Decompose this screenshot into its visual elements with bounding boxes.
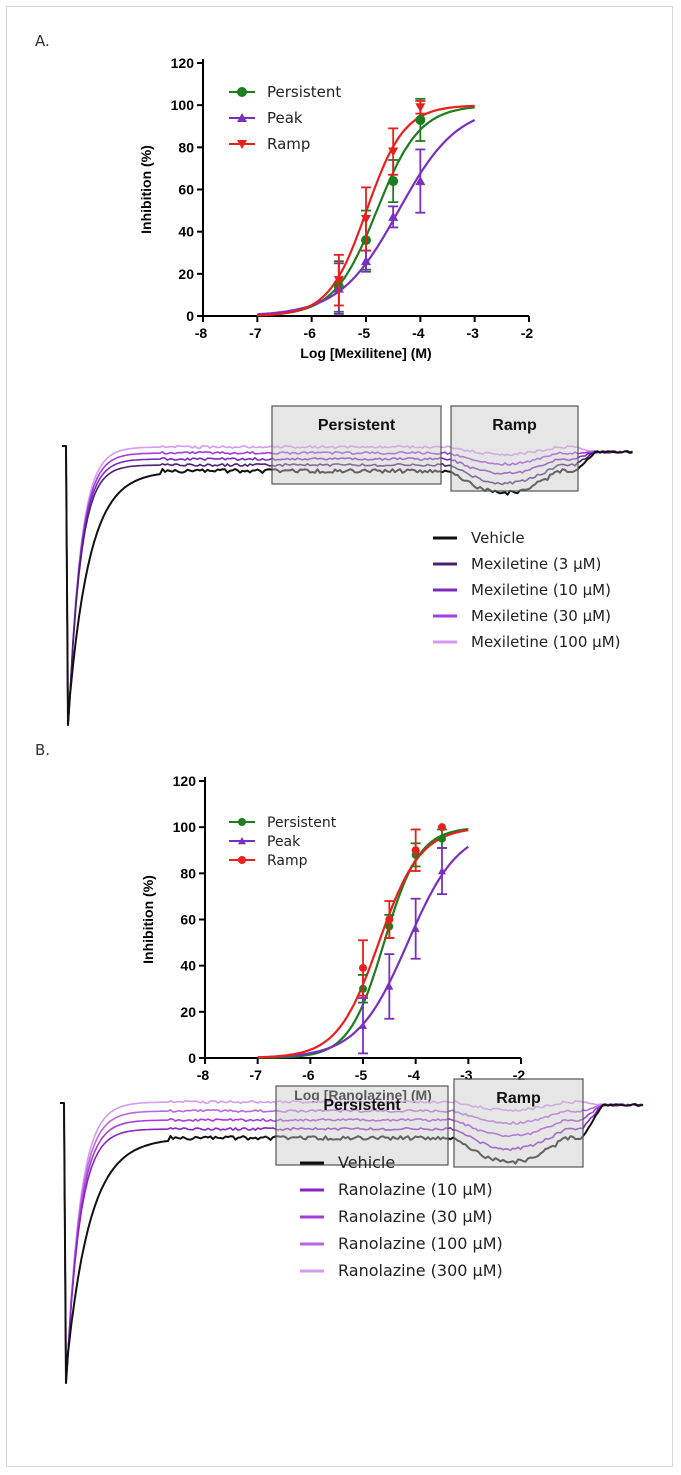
legend-marker [238, 856, 246, 864]
y-axis-label: Inhibition (%) [138, 145, 154, 234]
persistent-window-label: Persistent [323, 1097, 401, 1114]
x-axis-label: Log [Mexilitene] (M) [300, 345, 431, 361]
data-point-ramp [411, 846, 420, 855]
ramp-window-label: Ramp [492, 417, 537, 434]
legend-marker [237, 87, 247, 97]
legend-marker [238, 818, 246, 826]
x-tick-label: -7 [249, 325, 262, 341]
data-point-peak [361, 256, 371, 266]
data-point-persistent [415, 114, 426, 125]
current-trace-3 [60, 1102, 644, 1384]
y-tick-label: 80 [180, 865, 196, 881]
data-point-ramp [415, 103, 426, 113]
current-trace-4 [62, 445, 633, 726]
y-tick-label: 20 [178, 266, 194, 282]
y-tick-label: 0 [188, 1050, 196, 1066]
x-tick-label: -7 [249, 1067, 262, 1083]
panel-label-a: A. [35, 32, 50, 50]
y-tick-label: 80 [178, 139, 194, 155]
figure-frame [6, 6, 673, 1467]
x-axis-label: Log [Ranolazine] (M) [294, 1087, 432, 1103]
current-trace-2 [60, 1102, 644, 1384]
trace-legend-label: Ranolazine (100 µM) [338, 1234, 503, 1253]
data-point-ramp [333, 276, 344, 286]
trace-legend-label: Mexiletine (3 µM) [471, 555, 601, 573]
ramp-window [453, 1078, 584, 1168]
x-tick-label: -2 [521, 325, 534, 341]
data-point-persistent [388, 176, 399, 187]
legend-label-persistent: Persistent [267, 83, 341, 101]
panel-label-b: B. [35, 741, 51, 759]
x-tick-label: -3 [466, 325, 479, 341]
trace-legend-label: Mexiletine (30 µM) [471, 607, 611, 625]
current-trace-1 [62, 445, 633, 726]
data-point-ramp [388, 147, 399, 157]
current-traces-ranolazine: Persistent Ramp Vehicle Ranolazine (10 µM) R… [60, 1078, 644, 1384]
data-point-peak [438, 867, 446, 875]
trace-legend-label: Mexiletine (10 µM) [471, 581, 611, 599]
data-point-persistent [438, 834, 446, 843]
current-trace-0 [62, 445, 633, 726]
y-tick-label: 120 [171, 55, 195, 71]
x-tick-label: -6 [303, 325, 316, 341]
data-point-peak [411, 924, 420, 932]
y-tick-label: 0 [186, 308, 194, 324]
data-point-ramp [438, 823, 446, 832]
y-tick-label: 120 [173, 773, 197, 789]
persistent-window-label: Persistent [318, 417, 396, 434]
x-tick-label: -5 [355, 1067, 368, 1083]
legend-marker [237, 140, 247, 149]
persistent-window [275, 1085, 449, 1166]
x-tick-label: -5 [358, 325, 371, 341]
trace-legend-label: Vehicle [338, 1153, 395, 1172]
trace-legend-label: Ranolazine (300 µM) [338, 1261, 503, 1280]
legend-label-ramp: Ramp [267, 853, 308, 869]
persistent-window [271, 405, 442, 485]
data-point-peak [388, 211, 399, 221]
data-point-ramp [385, 915, 394, 924]
data-point-peak [385, 982, 394, 990]
x-tick-label: -4 [407, 1067, 420, 1083]
legend-label-peak: Peak [267, 109, 303, 127]
x-tick-label: -8 [195, 325, 208, 341]
trace-legend-label: Mexiletine (100 µM) [471, 633, 621, 651]
data-point-peak [415, 176, 426, 186]
y-tick-label: 40 [180, 958, 196, 974]
data-point-ramp [359, 963, 367, 972]
data-point-peak [359, 1021, 367, 1029]
current-trace-0 [60, 1102, 644, 1384]
trace-legend-label: Vehicle [471, 529, 525, 547]
current-trace-2 [62, 445, 633, 726]
legend-label-ramp: Ramp [267, 135, 310, 153]
legend-label-persistent: Persistent [267, 815, 337, 831]
current-traces-mexiletine: Persistent Ramp Vehicle Mexiletine (3 µM) Me… [62, 405, 633, 726]
y-axis-label: Inhibition (%) [140, 875, 156, 964]
ramp-window [450, 405, 579, 492]
current-trace-1 [60, 1102, 644, 1384]
y-tick-label: 100 [173, 819, 197, 835]
trace-legend-label: Ranolazine (10 µM) [338, 1180, 493, 1199]
y-tick-label: 60 [178, 182, 194, 198]
y-tick-label: 40 [178, 224, 194, 240]
trace-legend-label: Ranolazine (30 µM) [338, 1207, 493, 1226]
legend-marker [238, 837, 246, 845]
ramp-window-label: Ramp [496, 1090, 541, 1107]
y-tick-label: 60 [180, 912, 196, 928]
legend-label-peak: Peak [267, 834, 301, 850]
current-trace-3 [62, 445, 633, 726]
dose-response-chart-mexiletine: 0 20 40 60 80 100 120 -8 -7 -6 -5 -4 -3 -2 Log [Mexili… [138, 55, 533, 361]
x-tick-label: -8 [197, 1067, 210, 1083]
y-tick-label: 100 [171, 97, 195, 113]
data-point-ramp [361, 215, 371, 225]
current-trace-4 [60, 1100, 644, 1384]
x-tick-label: -6 [302, 1067, 315, 1083]
legend-marker [237, 113, 247, 122]
y-tick-label: 20 [180, 1004, 196, 1020]
x-tick-label: -4 [412, 325, 425, 341]
